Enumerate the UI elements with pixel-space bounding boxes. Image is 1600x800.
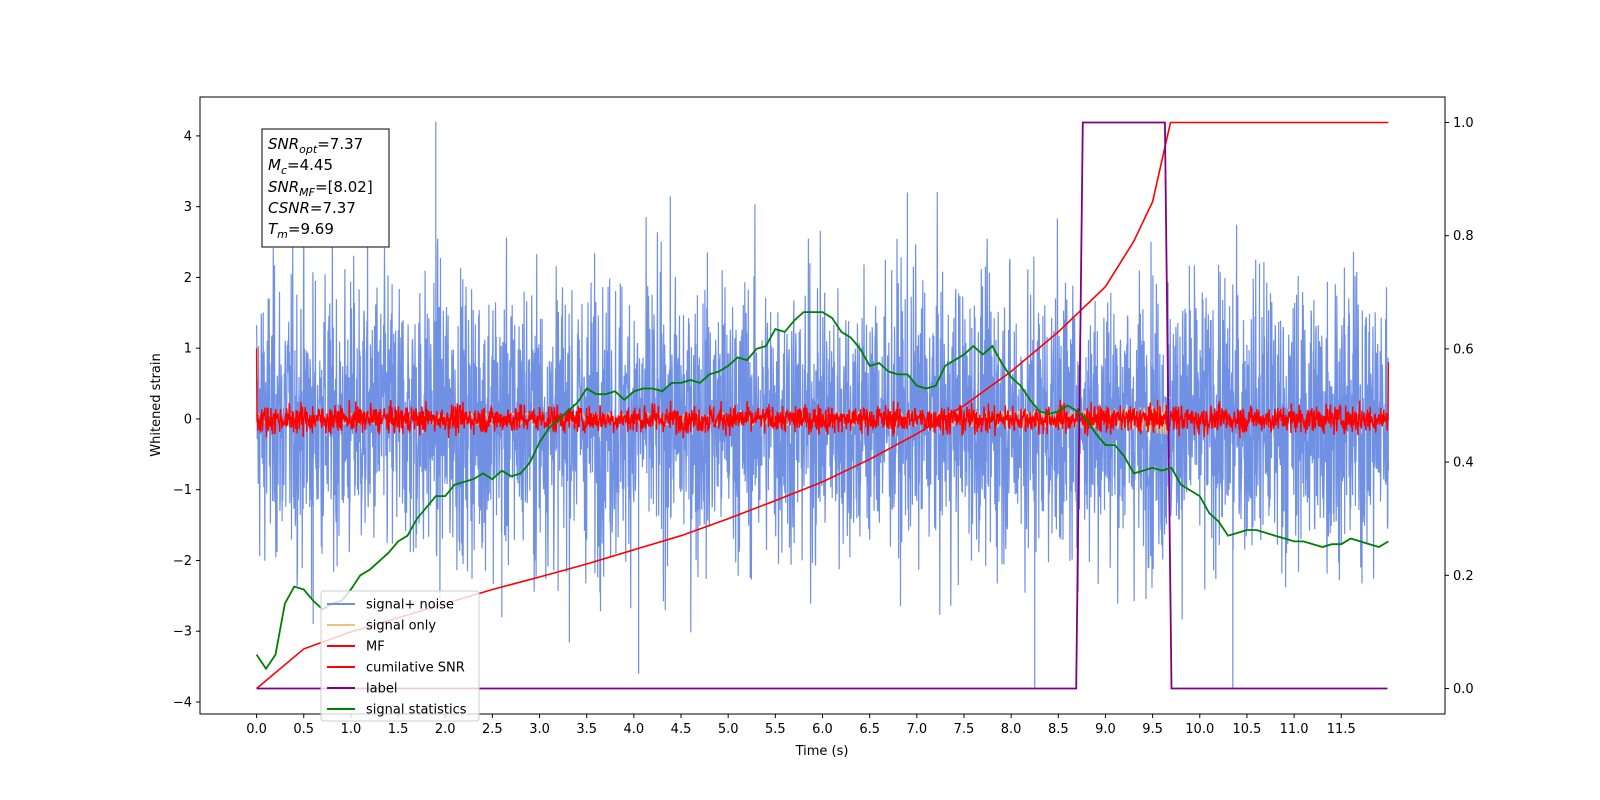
y-tick-label: 0 [184,412,192,427]
legend-label-label: label [366,682,397,697]
legend: signal+ noise signal only MF cumilative SNR… [320,590,480,722]
series-signal-statistics [255,311,1389,671]
info-mc: Mc=4.45 [268,156,333,177]
info-csnr: CSNR=7.37 [268,199,356,217]
x-tick-label: 1.5 [388,722,409,737]
y-right-tick-label: 0.2 [1453,569,1474,584]
info-tm: Tm=9.69 [268,220,334,241]
y-right-tick-label: 0.8 [1453,229,1474,244]
legend-frame [320,590,480,722]
x-tick-label: 7.5 [954,722,975,737]
info-snr-mf: SNRMF=[8.02] [268,178,373,199]
legend-label-cumilative-snr: cumilative SNR [366,661,465,676]
x-tick-label: 9.0 [1095,722,1116,737]
x-axis-label: Time (s) [795,744,849,759]
series-signal-noise-peaks [312,121,1234,688]
y-tick-label: −3 [173,625,192,640]
x-tick-label: 2.5 [482,722,503,737]
series-label [256,121,1388,690]
x-tick-label: 8.5 [1048,722,1069,737]
x-tick-label: 10.0 [1185,722,1214,737]
x-tick-label: 6.0 [812,722,833,737]
x-axis: 0.0 0.5 1.0 1.5 2.0 2.5 3.0 3.5 4.0 4.5 5.0 5.5 6.0 6… [246,714,1356,737]
y-axis-right: 1.0 0.8 0.6 0.4 0.2 0.0 [1445,116,1474,697]
x-tick-label: 8.0 [1001,722,1022,737]
x-tick-label: 10.5 [1232,722,1261,737]
x-tick-label: 4.5 [671,722,692,737]
series-mf [255,348,1390,439]
x-tick-label: 6.5 [859,722,880,737]
x-tick-label: 0.0 [246,722,267,737]
y-tick-label: 2 [184,271,192,286]
x-tick-label: 1.0 [341,722,362,737]
x-tick-label: 11.5 [1327,722,1356,737]
y-right-tick-label: 1.0 [1453,116,1474,131]
x-tick-label: 5.5 [765,722,786,737]
series-signal-noise [256,192,1389,643]
x-tick-label: 7.0 [906,722,927,737]
x-tick-label: 9.5 [1142,722,1163,737]
x-tick-label: 3.0 [529,722,550,737]
legend-label-signal-only: signal only [366,619,436,634]
x-tick-label: 4.0 [624,722,645,737]
y-axis-label: Whitened strain [149,353,164,456]
legend-label-mf: MF [366,640,385,655]
info-snr-opt: SNRopt=7.37 [268,135,363,156]
legend-label-signal-statistics: signal statistics [366,703,467,718]
y-tick-label: −4 [173,695,192,710]
info-box: SNRopt=7.37 Mc=4.45 SNRMF=[8.02] CSNR=7.… [261,128,390,248]
y-axis-left: 4 3 2 1 0 −1 −2 −3 −4 [173,129,200,710]
y-tick-label: −1 [173,483,192,498]
y-right-tick-label: 0.6 [1453,342,1474,357]
x-tick-label: 3.5 [576,722,597,737]
y-right-tick-label: 0.4 [1453,456,1474,471]
y-right-tick-label: 0.0 [1453,682,1474,697]
y-tick-label: 3 [184,200,192,215]
y-tick-label: 1 [184,342,192,357]
legend-label-signal-noise: signal+ noise [366,598,454,613]
x-tick-label: 5.0 [718,722,739,737]
x-tick-label: 11.0 [1280,722,1309,737]
x-tick-label: 0.5 [293,722,314,737]
info-box-frame [261,128,390,248]
y-tick-label: −2 [173,554,192,569]
y-tick-label: 4 [184,129,192,144]
x-tick-label: 2.0 [435,722,456,737]
